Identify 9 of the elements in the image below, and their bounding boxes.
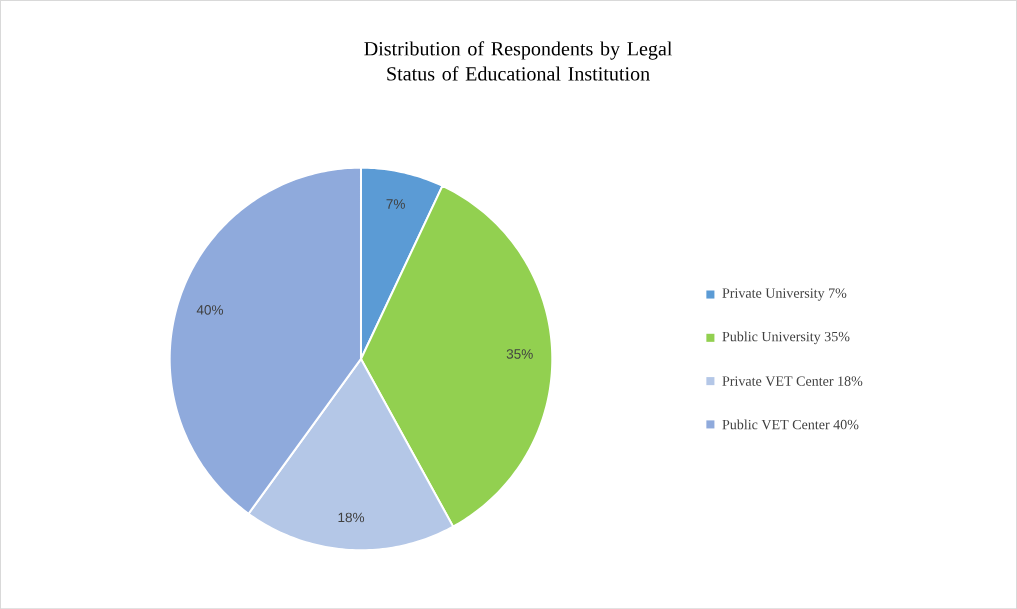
- data-label: 40%: [196, 305, 224, 315]
- data-label: 18%: [338, 512, 365, 523]
- legend-label: Private University 7%: [722, 288, 847, 301]
- legend-label: Public VET Center 40%: [722, 419, 859, 430]
- data-label: 35%: [506, 349, 533, 359]
- legend-label: Private VET Center 18%: [722, 376, 863, 386]
- chart-title: Distribution of Respondents by Legal Status of Educational Institution: [364, 41, 673, 81]
- legend-label: Public University 35%: [722, 331, 850, 345]
- data-label: 7%: [386, 199, 405, 209]
